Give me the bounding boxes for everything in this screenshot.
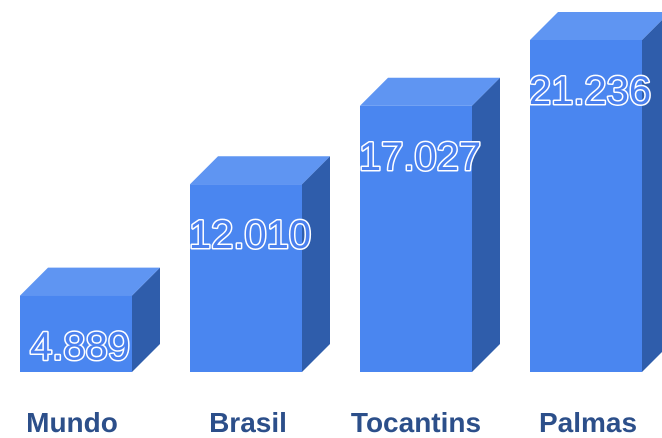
bar-side-face — [472, 77, 500, 372]
category-label: Mundo — [26, 407, 118, 438]
bar-top-face — [190, 156, 330, 185]
bar-front-face — [360, 105, 472, 372]
data-label: 21.236 — [529, 69, 651, 113]
bar-side-face — [642, 20, 662, 372]
bar-side-face — [132, 267, 160, 372]
bar-palmas — [530, 12, 662, 372]
category-label: Brasil — [209, 407, 287, 438]
data-label: 17.027 — [359, 135, 481, 179]
bar-top-face — [530, 12, 662, 40]
bar-tocantins — [360, 77, 500, 372]
bar-front-face — [20, 295, 132, 372]
bar-top-face — [360, 77, 500, 106]
bar-top-face — [20, 267, 160, 296]
category-label: Tocantins — [351, 407, 481, 438]
bar-front-face — [190, 184, 302, 372]
category-label: Palmas — [539, 407, 637, 438]
data-label: 4.889 — [30, 325, 130, 369]
data-label: 12.010 — [189, 213, 311, 257]
bar-front-face — [530, 40, 642, 372]
bar-brasil — [190, 156, 330, 372]
bar-side-face — [302, 156, 330, 372]
bar-mundo — [20, 267, 160, 372]
